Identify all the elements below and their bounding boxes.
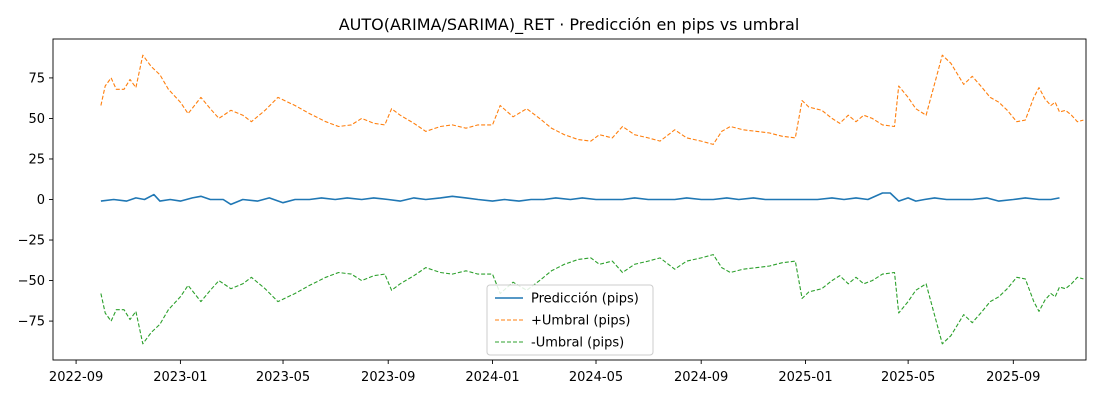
y-tick-label: −50 <box>18 274 45 289</box>
legend: Predicción (pips) +Umbral (pips) -Umbral (… <box>486 284 654 356</box>
x-tick-label: 2024-01 <box>465 370 519 385</box>
y-tick-label: −25 <box>18 234 45 249</box>
y-tick-label: 0 <box>37 193 45 208</box>
legend-label: +Umbral (pips) <box>531 314 630 329</box>
x-tick-label: 2023-05 <box>256 370 310 385</box>
x-tick-label: 2024-05 <box>569 370 623 385</box>
series-line-2 <box>100 254 1084 345</box>
legend-box <box>486 284 654 356</box>
y-tick-label: 25 <box>28 152 45 167</box>
x-tick-label: 2022-09 <box>49 370 103 385</box>
y-tick-label: −75 <box>18 315 45 330</box>
series-line-0 <box>100 192 1060 206</box>
x-tick-label: 2025-01 <box>778 370 832 385</box>
chart-title: AUTO(ARIMA/SARIMA)_RET · Predicción en p… <box>339 15 800 35</box>
y-tick-label: 75 <box>28 71 45 86</box>
y-tick-label: 50 <box>28 112 45 127</box>
x-tick-label: 2025-05 <box>881 370 935 385</box>
x-tick-label: 2023-09 <box>361 370 415 385</box>
x-tick-label: 2025-09 <box>986 370 1040 385</box>
axes: 2022-09 2023-01 2023-05 2023-09 2024-01 2024-… <box>18 38 1087 385</box>
series-line-1 <box>100 54 1084 145</box>
legend-label: -Umbral (pips) <box>531 336 624 351</box>
x-tick-label: 2023-01 <box>153 370 207 385</box>
legend-label: Predicción (pips) <box>531 292 639 307</box>
plot-area <box>100 54 1084 345</box>
x-tick-label: 2024-09 <box>674 370 728 385</box>
